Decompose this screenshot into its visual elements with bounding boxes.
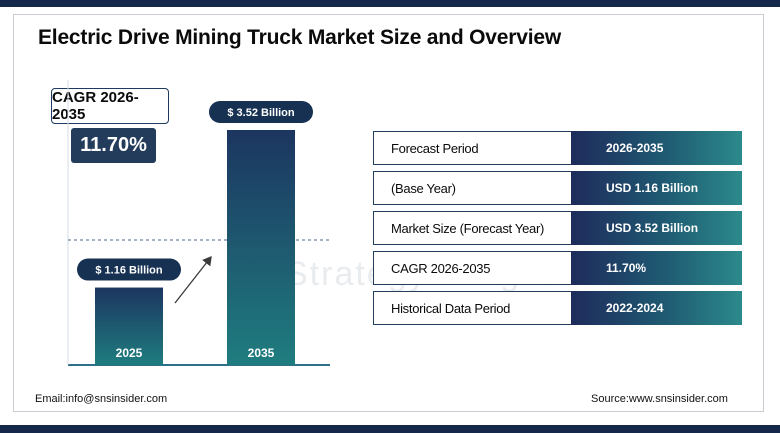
row-value: USD 1.16 Billion: [571, 171, 742, 205]
row-label: CAGR 2026-2035: [373, 251, 571, 285]
footer-source: Source:www.snsinsider.com: [591, 393, 728, 405]
table-row: (Base Year) USD 1.16 Billion: [373, 171, 742, 205]
table-row: CAGR 2026-2035 11.70%: [373, 251, 742, 285]
page-title: Electric Drive Mining Truck Market Size …: [38, 26, 561, 49]
row-value: 2026-2035: [571, 131, 742, 165]
table-row: Historical Data Period 2022-2024: [373, 291, 742, 325]
bar-2025: [95, 287, 163, 365]
table-row: Forecast Period 2026-2035: [373, 131, 742, 165]
row-label: Historical Data Period: [373, 291, 571, 325]
bottom-accent-bar: [0, 425, 780, 433]
x-tick-label: 2025: [116, 346, 143, 360]
row-label: Market Size (Forecast Year): [373, 211, 571, 245]
cagr-value-badge: 11.70%: [71, 128, 156, 163]
growth-arrow: [174, 255, 212, 304]
row-value: 2022-2024: [571, 291, 742, 325]
row-label: (Base Year): [373, 171, 571, 205]
table-row: Market Size (Forecast Year) USD 3.52 Bil…: [373, 211, 742, 245]
row-value: 11.70%: [571, 251, 742, 285]
data-label-pill: [77, 258, 181, 281]
x-tick-label: 2035: [248, 346, 275, 360]
data-label-pill: [209, 101, 313, 123]
data-label: $ 1.16 Billion: [95, 265, 163, 277]
row-value: USD 3.52 Billion: [571, 211, 742, 245]
cagr-label: CAGR 2026-2035: [51, 88, 169, 124]
footer-email: Email:info@snsinsider.com: [35, 393, 168, 405]
bar-2035: [227, 130, 295, 365]
row-label: Forecast Period: [373, 131, 571, 165]
top-accent-bar: [0, 0, 780, 7]
data-label: $ 3.52 Billion: [227, 107, 295, 119]
